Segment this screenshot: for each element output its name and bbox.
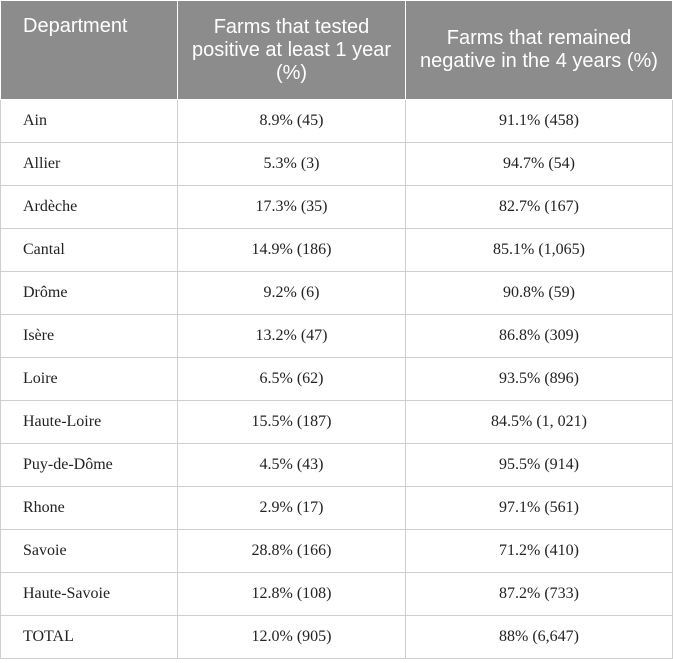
table-row: Drôme 9.2% (6) 90.8% (59)	[0, 271, 673, 315]
cell-positive: 9.2% (6)	[177, 271, 406, 315]
cell-positive: 15.5% (187)	[177, 400, 406, 444]
cell-department: Savoie	[0, 529, 178, 573]
table-row: Loire 6.5% (62) 93.5% (896)	[0, 357, 673, 401]
table-row: Haute-Loire 15.5% (187) 84.5% (1, 021)	[0, 400, 673, 444]
cell-negative: 85.1% (1,065)	[405, 228, 673, 272]
cell-positive: 13.2% (47)	[177, 314, 406, 358]
cell-negative: 88% (6,647)	[405, 615, 673, 659]
cell-department: Allier	[0, 142, 178, 186]
cell-negative: 71.2% (410)	[405, 529, 673, 573]
table-row: Isère 13.2% (47) 86.8% (309)	[0, 314, 673, 358]
cell-department: Cantal	[0, 228, 178, 272]
table-row: Puy-de-Dôme 4.5% (43) 95.5% (914)	[0, 443, 673, 487]
cell-department: Isère	[0, 314, 178, 358]
cell-negative: 90.8% (59)	[405, 271, 673, 315]
cell-positive: 5.3% (3)	[177, 142, 406, 186]
table-body: Ain 8.9% (45) 91.1% (458) Allier 5.3% (3) 94.…	[0, 99, 673, 659]
cell-department: Haute-Savoie	[0, 572, 178, 616]
table-row: Cantal 14.9% (186) 85.1% (1,065)	[0, 228, 673, 272]
cell-negative: 84.5% (1, 021)	[405, 400, 673, 444]
cell-negative: 91.1% (458)	[405, 99, 673, 143]
cell-positive: 4.5% (43)	[177, 443, 406, 487]
table-row: Ain 8.9% (45) 91.1% (458)	[0, 99, 673, 143]
cell-positive: 17.3% (35)	[177, 185, 406, 229]
cell-negative: 95.5% (914)	[405, 443, 673, 487]
cell-department: Puy-de-Dôme	[0, 443, 178, 487]
table-row: Allier 5.3% (3) 94.7% (54)	[0, 142, 673, 186]
cell-department: Ardèche	[0, 185, 178, 229]
table-row: Rhone 2.9% (17) 97.1% (561)	[0, 486, 673, 530]
cell-negative: 86.8% (309)	[405, 314, 673, 358]
cell-department: Loire	[0, 357, 178, 401]
cell-positive: 6.5% (62)	[177, 357, 406, 401]
table-header: Department Farms that tested positive at…	[0, 0, 673, 100]
cell-positive: 8.9% (45)	[177, 99, 406, 143]
cell-positive: 12.0% (905)	[177, 615, 406, 659]
cell-negative: 87.2% (733)	[405, 572, 673, 616]
cell-positive: 28.8% (166)	[177, 529, 406, 573]
header-department: Department	[0, 0, 178, 100]
table-row: Savoie 28.8% (166) 71.2% (410)	[0, 529, 673, 573]
cell-negative: 93.5% (896)	[405, 357, 673, 401]
cell-department: Ain	[0, 99, 178, 143]
cell-positive: 12.8% (108)	[177, 572, 406, 616]
header-positive: Farms that tested positive at least 1 ye…	[177, 0, 406, 100]
cell-department: Drôme	[0, 271, 178, 315]
header-row: Department Farms that tested positive at…	[0, 0, 673, 100]
cell-negative: 94.7% (54)	[405, 142, 673, 186]
cell-department: Rhone	[0, 486, 178, 530]
table-row: TOTAL 12.0% (905) 88% (6,647)	[0, 615, 673, 659]
cell-positive: 2.9% (17)	[177, 486, 406, 530]
cell-negative: 82.7% (167)	[405, 185, 673, 229]
cell-department: Haute-Loire	[0, 400, 178, 444]
header-negative: Farms that remained negative in the 4 ye…	[405, 0, 673, 100]
table-row: Ardèche 17.3% (35) 82.7% (167)	[0, 185, 673, 229]
cell-department: TOTAL	[0, 615, 178, 659]
cell-negative: 97.1% (561)	[405, 486, 673, 530]
cell-positive: 14.9% (186)	[177, 228, 406, 272]
table-row: Haute-Savoie 12.8% (108) 87.2% (733)	[0, 572, 673, 616]
